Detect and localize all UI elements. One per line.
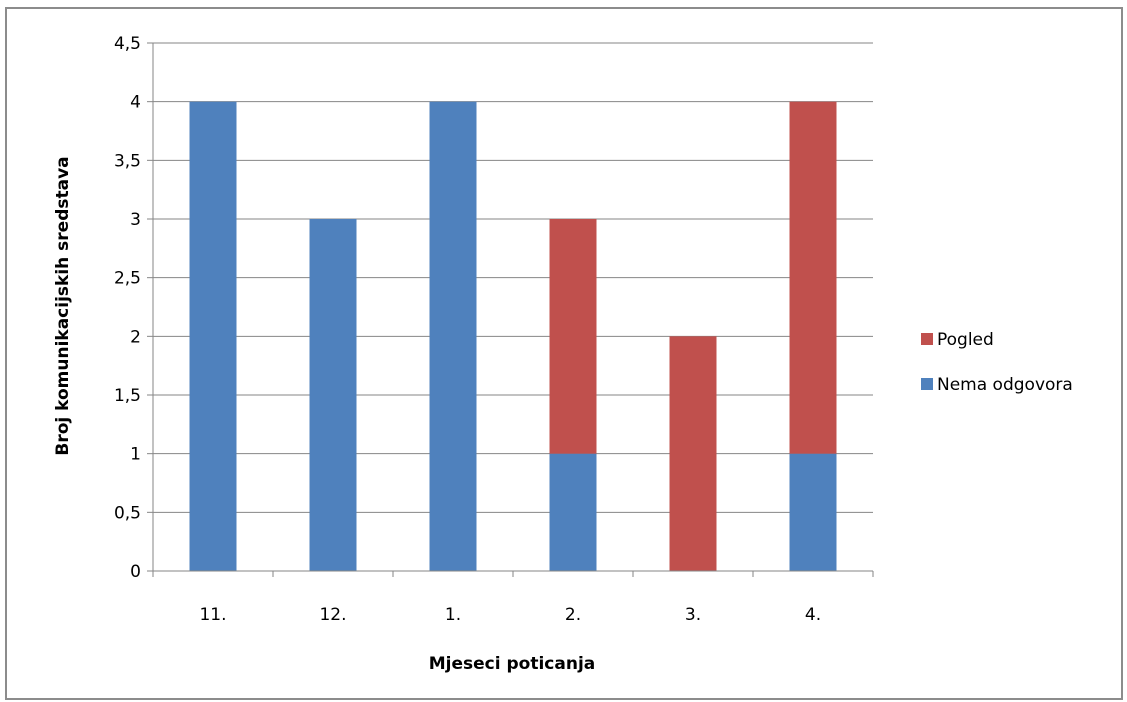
y-tick-label: 2 bbox=[130, 327, 141, 347]
bar-nema-odgovora bbox=[189, 101, 237, 572]
gridlines bbox=[153, 42, 873, 513]
bars bbox=[189, 101, 837, 572]
bar-nema-odgovora bbox=[309, 219, 357, 571]
x-tick-labels: 11. 12. 1. 2. 3. 4. bbox=[152, 571, 874, 625]
y-tick-label: 4 bbox=[130, 93, 141, 113]
legend-swatch bbox=[921, 333, 933, 345]
y-tick-labels: 0 0,5 1 1,5 2 2,5 3 3,5 4 4,5 bbox=[114, 34, 153, 582]
bar-nema-odgovora bbox=[429, 101, 477, 572]
x-tick-label: 12. bbox=[319, 605, 346, 625]
bar-nema-odgovora bbox=[789, 453, 837, 571]
x-tick-label: 4. bbox=[805, 605, 821, 625]
y-tick-label: 0,5 bbox=[114, 503, 141, 523]
y-axis-title: Broj komunikacijskih sredstava bbox=[53, 156, 73, 455]
legend-label: Nema odgovora bbox=[937, 375, 1073, 395]
bar-pogled bbox=[789, 101, 837, 454]
x-tick-label: 2. bbox=[565, 605, 581, 625]
y-tick-label: 1 bbox=[130, 445, 141, 465]
axes bbox=[152, 43, 873, 572]
y-tick-label: 3,5 bbox=[114, 151, 141, 171]
legend-label: Pogled bbox=[937, 330, 994, 350]
y-tick-label: 2,5 bbox=[114, 269, 141, 289]
x-tick-label: 3. bbox=[685, 605, 701, 625]
x-tick-label: 1. bbox=[445, 605, 461, 625]
x-axis-title: Mjeseci poticanja bbox=[429, 654, 596, 674]
y-tick-label: 0 bbox=[130, 562, 141, 582]
x-tick-label: 11. bbox=[199, 605, 226, 625]
y-tick-label: 3 bbox=[130, 210, 141, 230]
bar-nema-odgovora bbox=[549, 453, 597, 571]
y-tick-label: 4,5 bbox=[114, 34, 141, 54]
legend-swatch bbox=[921, 378, 933, 390]
bar-pogled bbox=[549, 219, 597, 454]
legend: Pogled Nema odgovora bbox=[921, 330, 1073, 395]
bar-pogled bbox=[669, 336, 717, 571]
y-tick-label: 1,5 bbox=[114, 386, 141, 406]
